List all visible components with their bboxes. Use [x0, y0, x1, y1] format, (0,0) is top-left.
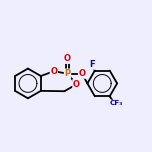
Text: O: O: [64, 54, 71, 63]
Text: P: P: [64, 69, 71, 78]
Text: O: O: [73, 80, 80, 89]
Text: F: F: [90, 60, 95, 69]
Text: O: O: [79, 69, 86, 78]
Text: CF₃: CF₃: [109, 100, 123, 106]
Text: O: O: [50, 67, 57, 76]
